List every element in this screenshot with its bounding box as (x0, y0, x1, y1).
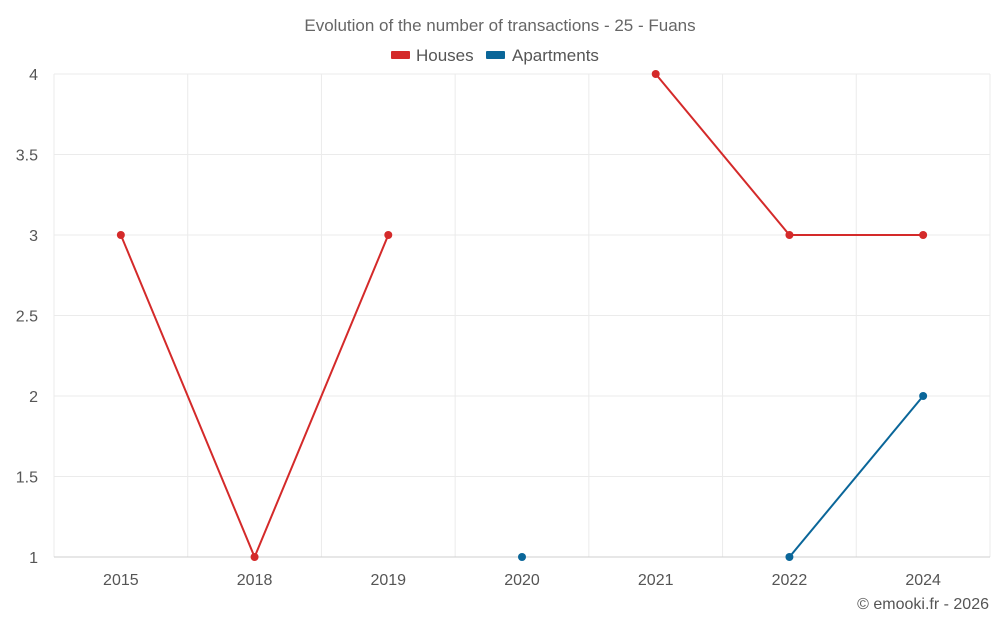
series-apartments (518, 392, 928, 561)
data-point-apartments[interactable] (919, 392, 928, 400)
y-tick-label: 3 (29, 228, 38, 245)
series-houses (116, 70, 928, 561)
y-tick-label: 4 (29, 67, 38, 84)
data-point-apartments[interactable] (785, 553, 794, 561)
x-tick-label: 2019 (370, 572, 406, 589)
x-tick-label: 2024 (905, 572, 941, 589)
x-tick-label: 2018 (237, 572, 273, 589)
y-tick-label: 1.5 (16, 470, 38, 487)
y-tick-label: 3.5 (16, 148, 38, 165)
y-tick-label: 2 (29, 389, 38, 406)
data-point-houses[interactable] (785, 231, 794, 239)
y-tick-label: 1 (29, 550, 38, 567)
legend: Houses Apartments (391, 46, 599, 65)
x-tick-label: 2022 (772, 572, 808, 589)
legend-swatch-houses (391, 51, 410, 59)
x-tick-label: 2015 (103, 572, 139, 589)
data-point-houses[interactable] (384, 231, 393, 239)
y-tick-label: 2.5 (16, 309, 38, 326)
legend-item-apartments[interactable]: Apartments (486, 46, 599, 65)
chart-title: Evolution of the number of transactions … (304, 16, 695, 35)
y-axis: 1 1.5 2 2.5 3 3.5 4 (16, 67, 38, 567)
data-point-houses[interactable] (116, 231, 125, 239)
data-point-houses[interactable] (250, 553, 259, 561)
data-point-houses[interactable] (919, 231, 928, 239)
data-point-houses[interactable] (651, 70, 660, 78)
x-tick-label: 2020 (504, 572, 540, 589)
series-layer (116, 70, 928, 561)
legend-swatch-apartments (486, 51, 505, 59)
legend-label-apartments: Apartments (512, 46, 599, 65)
credit-text: © emooki.fr - 2026 (857, 596, 989, 613)
legend-label-houses: Houses (416, 46, 474, 65)
data-point-apartments[interactable] (518, 553, 526, 561)
series-line-apartments (788, 395, 924, 558)
x-axis: 2015 2018 2019 2020 2021 2022 2024 (103, 572, 941, 589)
legend-item-houses[interactable]: Houses (391, 46, 474, 65)
x-tick-label: 2021 (638, 572, 674, 589)
